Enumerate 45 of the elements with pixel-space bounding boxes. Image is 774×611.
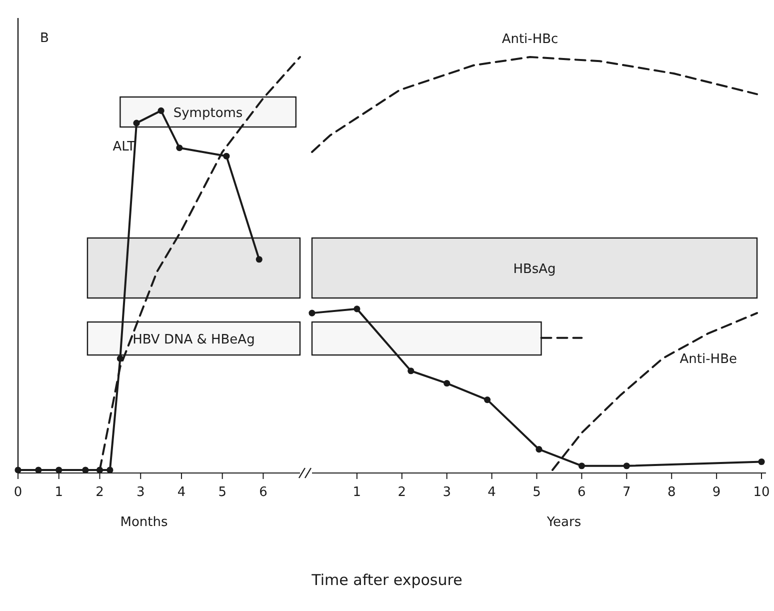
point: [223, 152, 230, 160]
band-label: HBV DNA & HBeAg: [132, 332, 255, 348]
x-tick-label: 4: [488, 485, 496, 500]
series-label: Anti-HBc: [502, 32, 558, 47]
x-tick-label: 9: [712, 485, 721, 500]
point: [444, 380, 450, 387]
x-tick-label: 4: [177, 485, 186, 500]
point: [35, 466, 42, 474]
point: [484, 396, 491, 404]
point: [308, 310, 316, 316]
x-axis-title: Years: [546, 515, 582, 530]
point: [56, 466, 62, 474]
x-tick-label: 2: [398, 485, 406, 500]
chart-title: B: [40, 31, 49, 46]
point: [408, 368, 414, 374]
band-label: HBsAg: [513, 262, 556, 277]
point: [106, 466, 114, 474]
x-tick-label: 0: [14, 485, 22, 500]
x-tick-label: 1: [54, 485, 64, 500]
point: [158, 107, 164, 114]
point: [623, 462, 630, 470]
point: [354, 306, 360, 312]
point: [758, 458, 765, 466]
text: Time after exposure: [310, 571, 462, 589]
band-label: Symptoms: [173, 106, 243, 121]
x-tick-label: 1: [352, 485, 362, 500]
point: [176, 144, 183, 152]
point: [578, 462, 585, 470]
x-tick-label: 5: [218, 485, 226, 500]
x-tick-label: 7: [622, 485, 631, 500]
point: [133, 120, 140, 126]
x-tick-label: 6: [259, 485, 268, 500]
point: [14, 466, 22, 474]
x-axis-title: Months: [120, 515, 168, 530]
x-tick-label: 8: [667, 485, 676, 500]
point: [536, 446, 542, 453]
series-label: Anti-HBe: [680, 352, 738, 368]
x-tick-label: 6: [578, 485, 586, 500]
x-tick-label: 3: [136, 485, 145, 500]
x-tick-label: 2: [96, 485, 104, 500]
x-tick-label: 10: [753, 485, 770, 500]
point: [256, 256, 262, 263]
x-tick-label: 3: [442, 485, 451, 500]
x-tick-label: 5: [532, 485, 541, 500]
point: [82, 466, 89, 474]
